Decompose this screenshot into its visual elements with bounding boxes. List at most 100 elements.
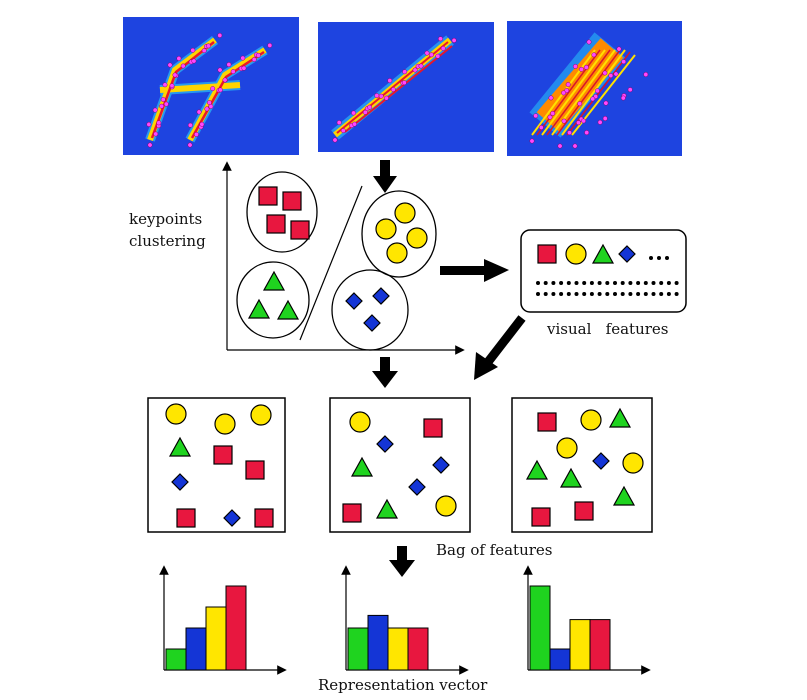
feature-dot <box>605 292 610 296</box>
keypoint-marker <box>378 93 384 99</box>
yellow-circle-icon <box>165 403 187 425</box>
feature-dot <box>657 256 661 260</box>
keypoint-marker <box>210 86 216 92</box>
feature-dot <box>536 292 540 296</box>
blue-diamond-icon <box>345 292 363 310</box>
feature-dot <box>605 281 610 285</box>
keypoint-marker <box>435 53 441 59</box>
keypoint-marker <box>401 80 407 86</box>
keypoint-marker <box>367 104 373 110</box>
keypoint-marker <box>217 87 223 93</box>
keypoint-marker <box>643 72 649 77</box>
keypoint-marker <box>352 121 357 127</box>
keypoint-marker <box>162 82 168 88</box>
histogram-bar <box>347 627 369 671</box>
keypoint-marker <box>577 101 583 107</box>
feature-dot <box>582 281 587 285</box>
keypoint-marker <box>146 121 152 127</box>
keypoint-marker <box>241 65 247 71</box>
feature-dot <box>559 292 564 296</box>
feature-dot <box>597 292 602 296</box>
keypoint-marker <box>438 36 443 42</box>
histogram-bar <box>225 585 247 671</box>
keypoint-marker <box>451 37 457 43</box>
feature-dot <box>643 281 648 285</box>
feature-dot <box>659 281 664 285</box>
feature-dot <box>551 281 556 285</box>
keypoint-marker <box>627 87 633 93</box>
keypoint-marker <box>572 143 578 149</box>
keypoint-marker <box>340 128 346 134</box>
feature-dot <box>643 292 648 296</box>
keypoint-marker <box>620 95 626 101</box>
feature-dot <box>543 292 548 296</box>
blue-diamond-icon <box>372 287 390 305</box>
feature-dot <box>628 292 633 296</box>
feature-dot <box>566 292 571 296</box>
keypoint-marker <box>217 32 223 38</box>
keypoint-marker <box>597 119 603 125</box>
histogram-bar <box>407 627 429 671</box>
keypoint-marker <box>240 55 246 61</box>
green-triangle-icon <box>591 243 615 264</box>
feature-dot <box>649 256 653 260</box>
keypoint-marker <box>163 101 169 107</box>
keypoint-marker <box>206 100 212 106</box>
green-triangle-icon <box>559 467 583 488</box>
keypoint-marker <box>191 58 197 64</box>
yellow-circle-icon <box>349 411 371 433</box>
green-triangle-icon <box>525 459 549 480</box>
yellow-circle-icon <box>556 437 578 459</box>
red-square-icon <box>531 507 551 527</box>
green-triangle-icon <box>608 407 632 428</box>
feature-dot <box>636 292 641 296</box>
keypoint-marker <box>550 110 556 116</box>
red-square-icon <box>176 508 196 528</box>
yellow-circle-icon <box>580 409 602 431</box>
yellow-circle-icon <box>435 495 457 517</box>
keypoint-marker <box>196 109 202 115</box>
keypoint-marker <box>538 125 544 130</box>
blue-diamond-icon <box>223 509 241 527</box>
keypoint-marker <box>613 71 619 77</box>
arrow-down-2 <box>372 357 398 388</box>
histogram-bar <box>185 627 207 671</box>
histogram-bar <box>165 648 187 671</box>
feature-dot <box>543 281 548 285</box>
keypoint-marker <box>251 57 257 62</box>
yellow-circle-icon <box>406 227 428 249</box>
keypoint-marker <box>255 52 261 58</box>
keypoint-marker <box>204 106 210 112</box>
blue-diamond-icon <box>432 456 450 474</box>
feature-dot <box>566 281 571 285</box>
blue-diamond-icon <box>376 435 394 453</box>
yellow-circle-icon <box>214 413 236 435</box>
keypoint-marker <box>336 120 342 126</box>
blue-diamond-icon <box>171 473 189 491</box>
keypoint-marker <box>608 73 614 79</box>
histogram-bar <box>387 627 409 671</box>
feature-dot <box>597 281 602 285</box>
feature-dot <box>551 292 556 296</box>
feature-dot <box>651 281 656 285</box>
visual-features-shapes <box>536 243 679 296</box>
keypoint-marker <box>193 131 199 137</box>
arrow-down-1 <box>373 160 397 193</box>
keypoint-marker <box>602 116 608 121</box>
red-square-icon <box>266 214 286 234</box>
red-square-icon <box>254 508 274 528</box>
keypoint-marker <box>533 113 539 119</box>
keypoint-marker <box>590 96 596 102</box>
keypoint-marker <box>440 45 446 51</box>
feature-dot <box>574 292 579 296</box>
keypoint-marker <box>402 69 408 75</box>
feature-dot <box>613 292 617 296</box>
clusters <box>236 171 437 351</box>
keypoint-marker <box>156 120 162 126</box>
histogram-bar <box>529 585 551 671</box>
feature-dot <box>574 281 579 285</box>
keypoint-marker <box>169 83 175 89</box>
keypoint-marker <box>547 114 553 120</box>
keypoint-marker <box>529 138 535 144</box>
blue-diamond-icon <box>618 245 636 263</box>
